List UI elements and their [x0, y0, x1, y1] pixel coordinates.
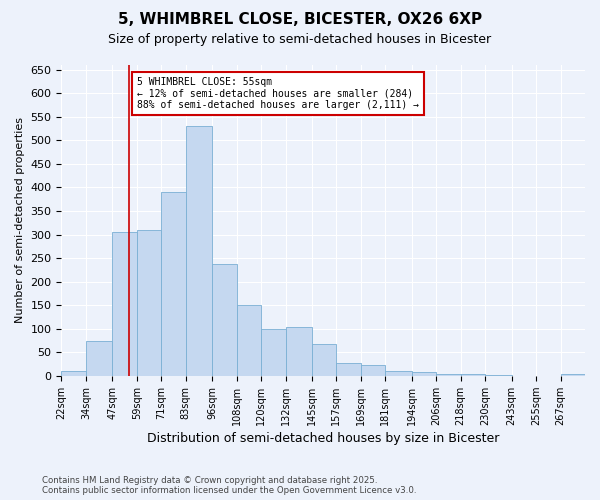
Bar [312, 344, 337, 376]
Bar [137, 230, 161, 376]
Bar [361, 366, 385, 376]
Bar [337, 362, 361, 376]
Bar [61, 371, 86, 376]
Bar [86, 340, 112, 376]
Bar [385, 371, 412, 376]
Bar [212, 264, 236, 376]
Bar [112, 232, 137, 376]
Y-axis label: Number of semi-detached properties: Number of semi-detached properties [15, 118, 25, 324]
Bar [185, 126, 212, 376]
Bar [485, 375, 512, 376]
Text: 5, WHIMBREL CLOSE, BICESTER, OX26 6XP: 5, WHIMBREL CLOSE, BICESTER, OX26 6XP [118, 12, 482, 28]
Bar [286, 328, 312, 376]
Bar [412, 372, 436, 376]
Text: 5 WHIMBREL CLOSE: 55sqm
← 12% of semi-detached houses are smaller (284)
88% of s: 5 WHIMBREL CLOSE: 55sqm ← 12% of semi-de… [137, 77, 419, 110]
Text: Size of property relative to semi-detached houses in Bicester: Size of property relative to semi-detach… [109, 32, 491, 46]
Bar [560, 374, 585, 376]
Bar [461, 374, 485, 376]
Bar [161, 192, 185, 376]
Bar [261, 328, 286, 376]
Bar [236, 305, 261, 376]
X-axis label: Distribution of semi-detached houses by size in Bicester: Distribution of semi-detached houses by … [147, 432, 499, 445]
Bar [436, 374, 461, 376]
Text: Contains HM Land Registry data © Crown copyright and database right 2025.
Contai: Contains HM Land Registry data © Crown c… [42, 476, 416, 495]
